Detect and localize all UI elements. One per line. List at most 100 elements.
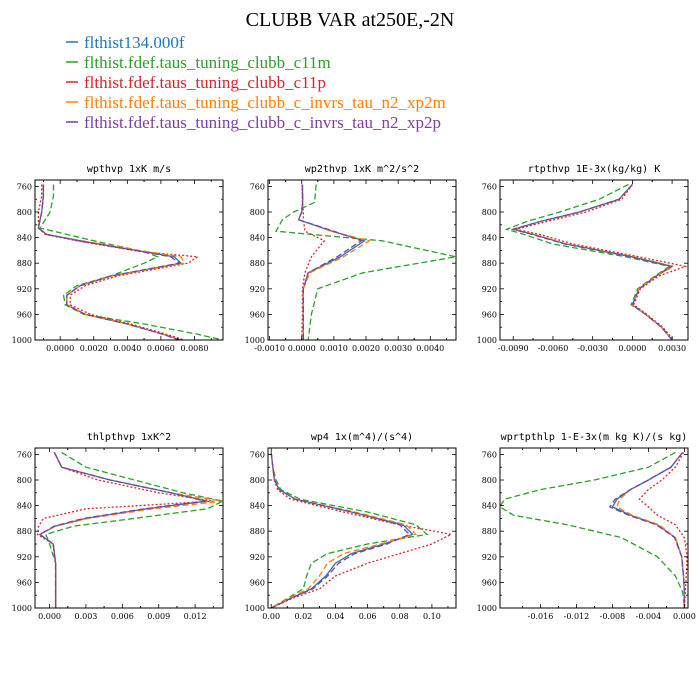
x-tick-label: -0.0030 xyxy=(577,344,608,353)
y-tick-label: 840 xyxy=(17,502,32,511)
y-tick-label: 840 xyxy=(482,234,497,243)
y-tick-label: 880 xyxy=(482,527,497,536)
chart-panel: wp2thvp 1xK m^2/s^2 760 800 840 880 920 960 100… xyxy=(245,164,457,353)
series-line xyxy=(638,452,688,608)
y-tick-label: 920 xyxy=(17,285,32,294)
x-tick-label: 0.0000 xyxy=(46,344,74,353)
panel-title: wp2thvp 1xK m^2/s^2 xyxy=(305,164,419,175)
chart-panel: rtpthvp 1E-3x(kg/kg) K 760 800 840 880 920 960… xyxy=(477,164,689,353)
x-tick-label: 0.10 xyxy=(423,612,441,621)
x-tick-label: 0.0060 xyxy=(147,344,175,353)
x-tick-label: 0.0000 xyxy=(618,344,646,353)
plot-frame xyxy=(34,447,224,609)
x-tick-label: 0.003 xyxy=(74,612,97,621)
y-tick-label: 960 xyxy=(17,578,32,587)
y-tick-label: 1000 xyxy=(477,604,497,613)
series-line xyxy=(37,184,200,340)
legend-entry: flthist.fdef.taus_tuning_clubb_c11p xyxy=(84,73,326,92)
panel-title: wpthvp 1xK m/s xyxy=(87,164,171,175)
series-line xyxy=(504,183,673,340)
series-line xyxy=(616,452,686,608)
y-tick-label: 840 xyxy=(250,502,265,511)
y-tick-label: 920 xyxy=(250,285,265,294)
x-tick-label: -0.0060 xyxy=(538,344,569,353)
y-tick-label: 760 xyxy=(17,182,32,191)
x-tick-label: 0.012 xyxy=(184,612,207,621)
x-tick-label: -0.004 xyxy=(636,612,662,621)
series-line xyxy=(270,452,418,608)
x-tick-label: -0.0010 xyxy=(254,344,285,353)
chart-panel: wp4 1x(m^4)/(s^4)76080084088092096010000… xyxy=(245,432,457,621)
y-tick-label: 880 xyxy=(482,259,497,268)
y-tick-label: 760 xyxy=(250,450,265,459)
y-tick-label: 920 xyxy=(17,553,32,562)
x-tick-label: 0.04 xyxy=(327,612,345,621)
x-tick-label: 0.009 xyxy=(147,612,170,621)
chart-panel: wpthvp 1xK m/s 760 800 840 880 920 960 1000 0.00… xyxy=(12,164,224,353)
series-line xyxy=(39,184,223,340)
series-line xyxy=(297,184,363,340)
series-line xyxy=(38,452,223,608)
y-tick-label: 920 xyxy=(250,553,265,562)
y-tick-label: 800 xyxy=(17,208,32,217)
series-line xyxy=(38,452,208,608)
y-tick-label: 1000 xyxy=(245,336,265,345)
chart-panel: wprtpthlp 1-E-3x(m kg K)/(s kg) 760 800 840… xyxy=(477,432,696,621)
y-tick-label: 840 xyxy=(17,234,32,243)
legend-entry: flthist.fdef.taus_tuning_clubb_c_invrs_t… xyxy=(84,113,441,132)
series-line xyxy=(608,452,686,608)
x-tick-label: 0.0040 xyxy=(416,344,444,353)
series-line xyxy=(37,184,186,340)
x-tick-label: 0.02 xyxy=(294,612,312,621)
x-tick-label: 0.0030 xyxy=(658,344,686,353)
panel-title: rtpthvp 1E-3x(kg/kg) K xyxy=(528,164,660,175)
y-tick-label: 800 xyxy=(17,476,32,485)
legend-entry: flthist.fdef.taus_tuning_clubb_c11m xyxy=(84,53,331,72)
y-tick-label: 1000 xyxy=(12,604,32,613)
series-line xyxy=(510,184,673,340)
series-line xyxy=(37,184,181,340)
y-tick-label: 960 xyxy=(250,578,265,587)
x-tick-label: 0.0010 xyxy=(320,344,348,353)
x-tick-label: 0.00 xyxy=(262,612,280,621)
y-tick-label: 880 xyxy=(17,527,32,536)
x-tick-label: 0.0020 xyxy=(80,344,108,353)
panel-title: wp4 1x(m^4)/(s^4) xyxy=(311,432,413,443)
y-tick-label: 960 xyxy=(482,578,497,587)
legend-entry: flthist.fdef.taus_tuning_clubb_c_invrs_t… xyxy=(84,93,446,112)
series-line xyxy=(45,451,223,608)
y-tick-label: 800 xyxy=(250,208,265,217)
y-tick-label: 760 xyxy=(250,182,265,191)
series-line xyxy=(500,451,686,608)
x-tick-label: -0.016 xyxy=(528,612,554,621)
y-tick-label: 840 xyxy=(482,502,497,511)
y-tick-label: 800 xyxy=(482,208,497,217)
x-tick-label: 0.08 xyxy=(391,612,409,621)
y-tick-label: 800 xyxy=(482,476,497,485)
series-line xyxy=(270,452,411,608)
y-tick-label: 840 xyxy=(250,234,265,243)
y-tick-label: 960 xyxy=(482,310,497,319)
y-tick-label: 880 xyxy=(17,259,32,268)
y-tick-label: 760 xyxy=(482,182,497,191)
series-line xyxy=(38,452,205,608)
series-line xyxy=(37,184,183,340)
series-line xyxy=(270,452,429,608)
chart-panels: wpthvp 1xK m/s 760 800 840 880 920 960 1000 0.00… xyxy=(12,164,696,621)
y-tick-label: 1000 xyxy=(477,336,497,345)
chart-panel: thlpthvp 1xK^2 760 800 840 880 920 960 1000 0.00… xyxy=(12,432,224,621)
y-tick-label: 960 xyxy=(250,310,265,319)
x-tick-label: 0.0030 xyxy=(384,344,412,353)
series-line xyxy=(301,184,326,340)
x-tick-label: 0.0040 xyxy=(113,344,141,353)
series-line xyxy=(36,452,214,608)
plot-frame xyxy=(499,447,689,609)
y-tick-label: 920 xyxy=(482,553,497,562)
x-tick-label: -0.012 xyxy=(564,612,590,621)
x-tick-label: 0.006 xyxy=(111,612,134,621)
y-tick-label: 760 xyxy=(17,450,32,459)
figure-title: CLUBB VAR at250E,-2N xyxy=(246,9,455,31)
plot-frame xyxy=(499,179,689,341)
series-line xyxy=(515,184,688,340)
